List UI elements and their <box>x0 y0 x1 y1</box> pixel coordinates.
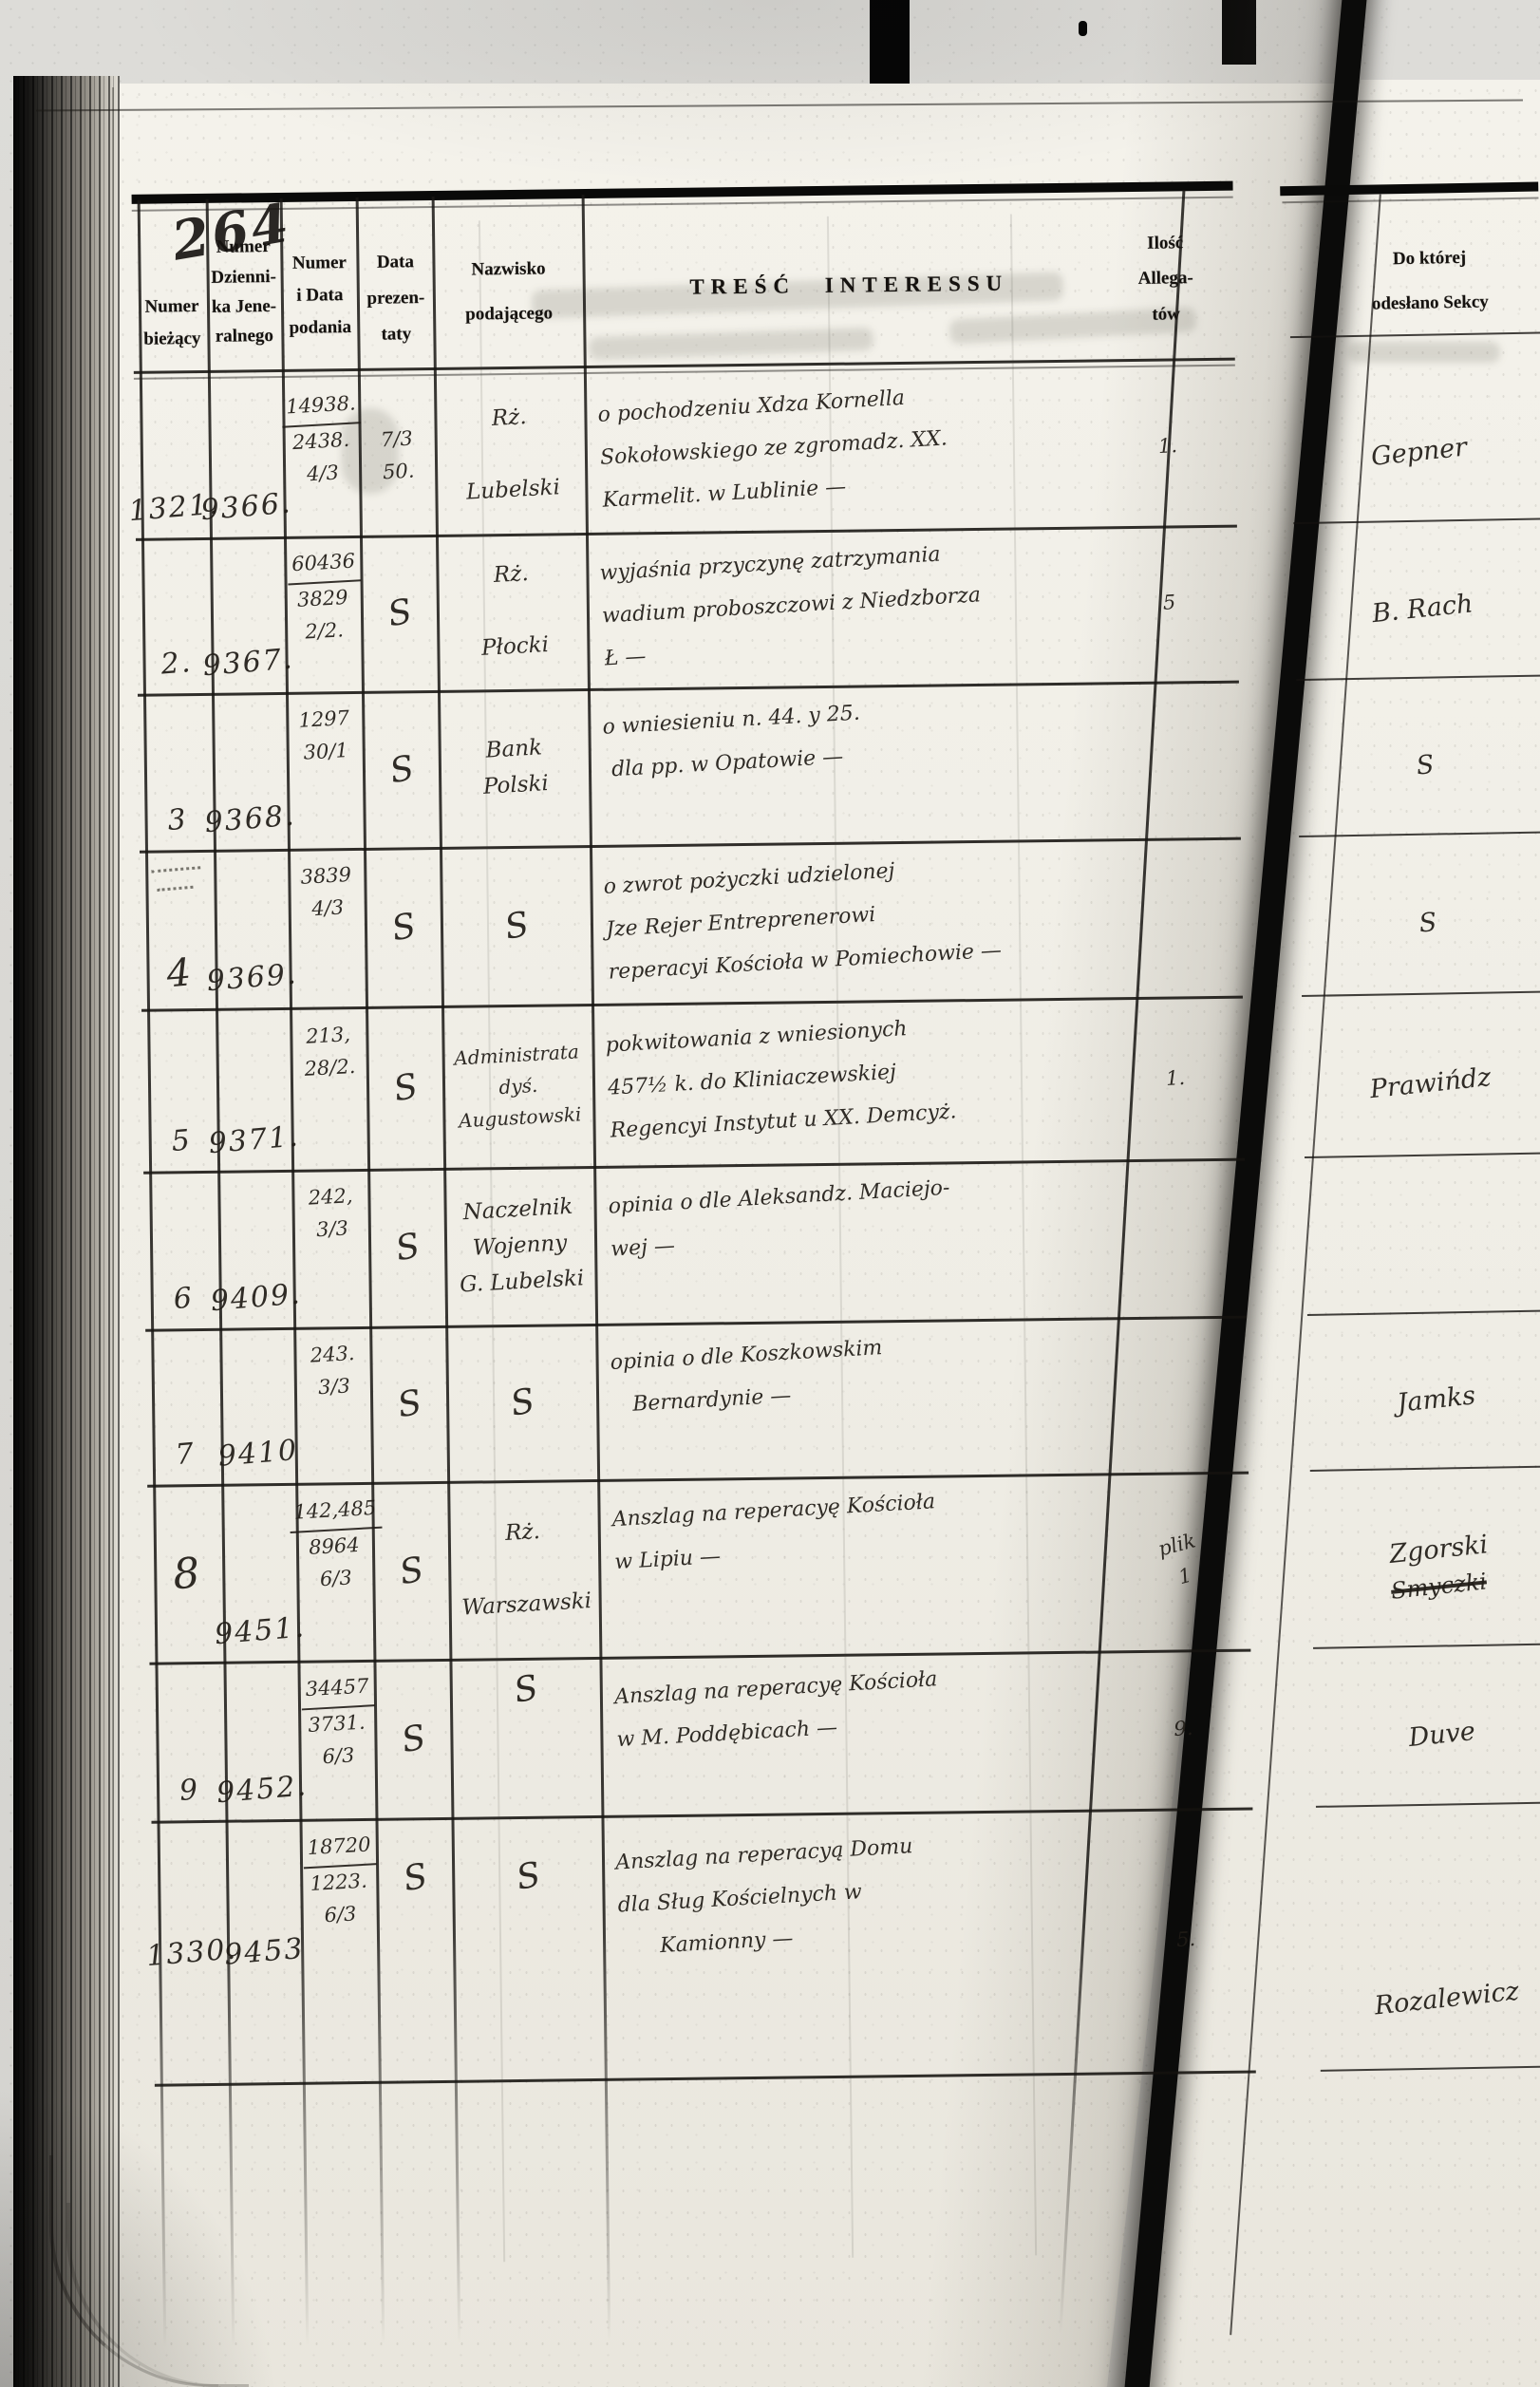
ditto-mark: S <box>1414 749 1436 781</box>
bleedthrough-smudge <box>1348 342 1500 363</box>
row4-odeslano: S <box>1308 845 1540 1003</box>
hw-text: Jamks <box>1395 1381 1477 1419</box>
col-header-odeslano-sekcyi: Do której odesłano Sekcy <box>1319 224 1540 338</box>
film-mark <box>870 0 910 84</box>
page-edge-line <box>112 87 114 2387</box>
row9-odeslano: Duve <box>1323 1656 1540 1814</box>
film-speck <box>1079 21 1087 36</box>
row10-odeslano: Rozalewicz <box>1325 1814 1540 2077</box>
hw-text: Prawińdz <box>1368 1062 1493 1105</box>
row2-odeslano: B. Rach <box>1304 532 1540 687</box>
row5-odeslano: Prawińdz <box>1311 1005 1540 1165</box>
left-page-paper <box>34 84 1363 2387</box>
row1-odeslano: Gepner <box>1301 374 1539 532</box>
book-spine-edge <box>13 76 120 2387</box>
film-mark <box>1222 0 1256 65</box>
bleedthrough-smudge <box>342 408 399 494</box>
row6-odeslano <box>1314 1165 1540 1322</box>
hw-text: Duve <box>1407 1716 1477 1753</box>
hw-text: B. Rach <box>1370 589 1474 629</box>
ditto-mark: S <box>1417 907 1438 939</box>
row8-odeslano: Zgorski Smyczki <box>1320 1478 1540 1655</box>
row7-odeslano: Jamks <box>1317 1323 1540 1477</box>
row3-odeslano: S <box>1305 688 1540 844</box>
rule-top-thick <box>1280 181 1539 197</box>
rule <box>1282 197 1539 204</box>
hw-text: Rozalewicz <box>1372 1976 1520 2020</box>
hw-text: Gepner <box>1370 432 1469 472</box>
header-text: Do której odesłano Sekcy <box>1371 247 1490 314</box>
